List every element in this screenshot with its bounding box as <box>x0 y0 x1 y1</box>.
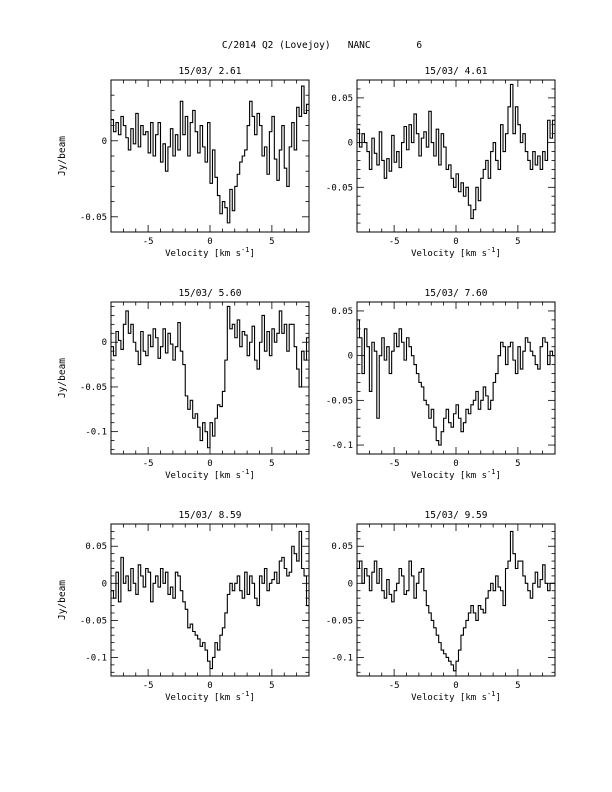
x-tick-label: 5 <box>515 459 520 469</box>
y-tick-label: -0.05 <box>326 616 353 626</box>
x-axis-label: Velocity [km s-1] <box>411 468 501 481</box>
y-tick-label: 0.05 <box>331 307 353 317</box>
panel-title: 15/03/ 5.60 <box>179 288 242 299</box>
y-axis-label: Jy/beam <box>57 136 68 176</box>
y-tick-label: -0.1 <box>85 653 107 663</box>
y-tick-label: -0.1 <box>85 428 107 438</box>
y-tick-label: 0 <box>102 137 107 147</box>
x-tick-label: 5 <box>269 459 274 469</box>
y-tick-label: 0.05 <box>331 542 353 552</box>
y-axis-label: Jy/beam <box>57 358 68 398</box>
x-tick-label: -5 <box>389 237 400 247</box>
y-tick-label: 0 <box>348 139 353 149</box>
x-tick-label: 0 <box>453 459 458 469</box>
panel-title: 15/03/ 8.59 <box>179 510 242 521</box>
x-tick-label: 5 <box>269 237 274 247</box>
x-tick-label: 0 <box>453 681 458 691</box>
y-axis-label: Jy/beam <box>57 580 68 620</box>
spectrum-panel-5: 15/03/ 8.59 -5 0 5 -0.1 -0.05 0 0.05 Velocity [k… <box>57 510 310 703</box>
spectrum-series <box>357 530 555 672</box>
spectrum-series <box>111 305 309 449</box>
y-tick-label: -0.1 <box>331 441 353 451</box>
x-tick-label: 0 <box>207 681 212 691</box>
y-tick-label: 0.05 <box>85 542 107 552</box>
spectrum-panel-6: 15/03/ 9.59 -5 0 5 -0.1 -0.05 0 0.05 Velocity [k… <box>326 510 556 703</box>
plot-frame <box>356 523 556 677</box>
figure-title: C/2014 Q2 (Lovejoy) NANC 6 <box>222 40 422 51</box>
y-tick-label: -0.05 <box>80 616 107 626</box>
x-tick-label: 5 <box>515 681 520 691</box>
y-tick-label: 0.05 <box>331 94 353 104</box>
x-axis-label: Velocity [km s-1] <box>165 246 255 259</box>
y-tick-label: 0 <box>348 579 353 589</box>
x-tick-label: -5 <box>389 681 400 691</box>
y-tick-label: -0.05 <box>80 213 107 223</box>
x-tick-label: 0 <box>207 459 212 469</box>
x-tick-label: -5 <box>143 459 154 469</box>
y-tick-label: 0 <box>102 338 107 348</box>
spectrum-series <box>111 85 309 224</box>
x-tick-label: -5 <box>143 237 154 247</box>
x-axis-label: Velocity [km s-1] <box>165 690 255 703</box>
panel-title: 15/03/ 2.61 <box>179 66 242 77</box>
x-tick-label: 5 <box>269 681 274 691</box>
y-tick-label: 0 <box>102 579 107 589</box>
y-tick-label: -0.1 <box>331 653 353 663</box>
plot-frame <box>356 79 556 233</box>
plot-frame <box>110 523 310 677</box>
x-axis-label: Velocity [km s-1] <box>411 246 501 259</box>
x-tick-label: 5 <box>515 237 520 247</box>
y-tick-label: -0.05 <box>326 183 353 193</box>
plot-frame <box>356 301 556 455</box>
x-axis-label: Velocity [km s-1] <box>165 468 255 481</box>
spectrum-series <box>111 530 309 670</box>
y-tick-label: -0.05 <box>326 396 353 406</box>
x-tick-label: -5 <box>143 681 154 691</box>
x-tick-label: -5 <box>389 459 400 469</box>
x-axis-label: Velocity [km s-1] <box>411 690 501 703</box>
spectrum-series <box>357 319 555 446</box>
panel-title: 15/03/ 4.61 <box>425 66 488 77</box>
y-tick-label: -0.05 <box>80 383 107 393</box>
spectrum-series <box>357 83 555 220</box>
panel-title: 15/03/ 9.59 <box>425 510 488 521</box>
panel-title: 15/03/ 7.60 <box>425 288 488 299</box>
x-tick-label: 0 <box>207 237 212 247</box>
spectrum-panel-2: 15/03/ 4.61 -5 0 5 -0.05 0 0.05 Velocity [km s-… <box>326 66 556 259</box>
spectrum-panel-4: 15/03/ 7.60 -5 0 5 -0.1 -0.05 0 0.05 Velocity [k… <box>326 288 556 481</box>
x-tick-label: 0 <box>453 237 458 247</box>
y-tick-label: 0 <box>348 352 353 362</box>
